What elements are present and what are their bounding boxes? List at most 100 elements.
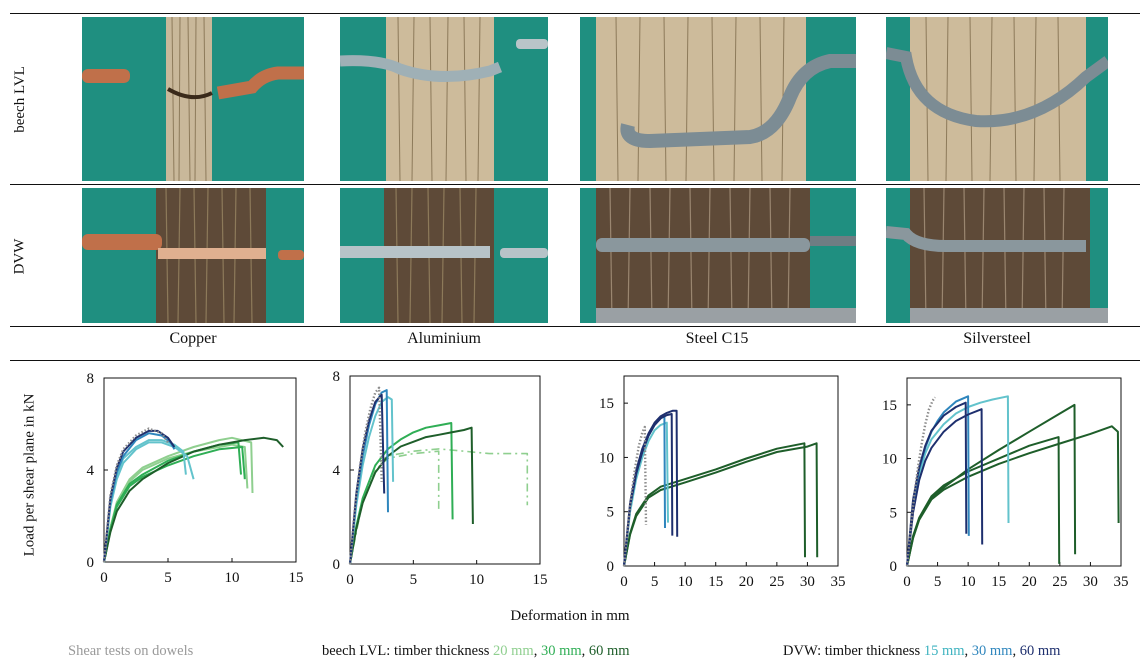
material-label-steel: Steel C15 bbox=[685, 330, 749, 347]
caption-sep: , bbox=[964, 643, 972, 659]
x-tick-label: 25 bbox=[1052, 574, 1067, 590]
material-label-aluminium: Aluminium bbox=[407, 330, 481, 347]
photo-silversteel-dvw bbox=[886, 188, 1108, 323]
x-tick-label: 0 bbox=[620, 574, 628, 590]
caption-dvw-prefix: DVW: timber thickness bbox=[783, 643, 924, 659]
x-tick-label: 35 bbox=[1114, 574, 1129, 590]
x-tick-label: 5 bbox=[164, 570, 172, 586]
y-tick-label: 0 bbox=[890, 559, 898, 575]
chart-steel: 0 5 10 15 20 25 30 35 0 5 10 15 bbox=[599, 375, 846, 590]
material-label-copper: Copper bbox=[169, 330, 217, 347]
x-tick-label: 10 bbox=[469, 572, 484, 588]
table-rule-row bbox=[10, 184, 1140, 185]
x-tick-label: 10 bbox=[225, 570, 240, 586]
x-tick-label: 10 bbox=[961, 574, 976, 590]
chart-frame bbox=[103, 377, 297, 563]
caption-sep: , bbox=[533, 643, 541, 659]
series-line-reference-dotted bbox=[348, 386, 383, 565]
chart-silversteel: 0 5 10 15 20 25 30 35 0 5 10 15 bbox=[882, 377, 1129, 590]
series-line-lvl-20mm bbox=[349, 450, 440, 565]
x-tick-label: 20 bbox=[739, 574, 754, 590]
silversteel-dowel-dvw-icon bbox=[886, 188, 1108, 323]
series-line-dvw-60mm bbox=[906, 401, 968, 567]
series-line-reference-dotted bbox=[905, 396, 937, 567]
x-tick-label: 10 bbox=[678, 574, 693, 590]
copper-dowel-lvl-icon bbox=[82, 17, 304, 181]
series-line-dvw-30mm bbox=[103, 432, 176, 563]
series-line-lvl-60mm bbox=[906, 425, 1120, 567]
y-tick-label: 15 bbox=[599, 396, 614, 412]
caption-dvw-30mm: 30 mm bbox=[971, 643, 1013, 659]
x-tick-label: 5 bbox=[934, 574, 942, 590]
copper-dowel-dvw-icon bbox=[82, 188, 304, 323]
material-label-silversteel: Silversteel bbox=[963, 330, 1031, 347]
x-tick-label: 0 bbox=[346, 572, 354, 588]
series-line-dvw-15mm bbox=[906, 395, 1010, 567]
table-rule-bottom bbox=[10, 360, 1140, 361]
caption-sep: , bbox=[1012, 643, 1020, 659]
y-tick-label: 5 bbox=[890, 505, 898, 521]
caption-shear-tests: Shear tests on dowels bbox=[68, 643, 194, 659]
caption-lvl-60mm: 60 mm bbox=[588, 643, 630, 659]
x-tick-label: 15 bbox=[533, 572, 548, 588]
photo-copper-dvw bbox=[82, 188, 304, 323]
caption-dvw-15mm: 15 mm bbox=[923, 643, 965, 659]
series-line-dvw-60mm bbox=[623, 413, 674, 567]
chart-copper: 0 5 10 15 0 4 8 bbox=[87, 371, 304, 586]
y-tick-label: 4 bbox=[333, 463, 341, 479]
caption-lvl-30mm: 30 mm bbox=[540, 643, 582, 659]
y-tick-label: 0 bbox=[333, 557, 341, 573]
y-tick-label: 5 bbox=[607, 505, 615, 521]
steel-dowel-lvl-icon bbox=[580, 17, 856, 181]
photo-steel-dvw bbox=[580, 188, 856, 323]
y-tick-label: 4 bbox=[87, 463, 95, 479]
x-tick-label: 0 bbox=[903, 574, 911, 590]
x-tick-label: 15 bbox=[289, 570, 304, 586]
x-tick-label: 25 bbox=[769, 574, 784, 590]
x-tick-label: 30 bbox=[800, 574, 815, 590]
y-tick-label: 15 bbox=[882, 398, 897, 414]
photo-aluminium-lvl bbox=[340, 17, 548, 181]
series-line-lvl-60mm bbox=[623, 442, 806, 567]
photo-copper-lvl bbox=[82, 17, 304, 181]
table-rule-top bbox=[10, 13, 1140, 14]
silversteel-dowel-lvl-icon bbox=[886, 17, 1108, 181]
caption-lvl-prefix: beech LVL: timber thickness bbox=[322, 643, 494, 659]
series-line-lvl-30mm bbox=[103, 446, 246, 563]
y-tick-label: 8 bbox=[333, 369, 341, 385]
caption-lvl-20mm: 20 mm bbox=[493, 643, 534, 659]
x-tick-label: 30 bbox=[1083, 574, 1098, 590]
caption-sep: , bbox=[581, 643, 589, 659]
x-tick-label: 0 bbox=[100, 570, 108, 586]
caption-dvw-thickness: DVW: timber thickness 15 mm, 30 mm, 60 m… bbox=[783, 643, 1060, 660]
aluminium-dowel-dvw-icon bbox=[340, 188, 548, 323]
x-tick-label: 15 bbox=[991, 574, 1006, 590]
table-rule-materials bbox=[10, 326, 1140, 327]
photo-steel-lvl bbox=[580, 17, 856, 181]
steel-dowel-dvw-icon bbox=[580, 188, 856, 323]
caption-dvw-60mm: 60 mm bbox=[1019, 643, 1061, 659]
x-tick-label: 5 bbox=[410, 572, 418, 588]
chart-frame bbox=[906, 377, 1122, 567]
series-line-dvw-60mm bbox=[906, 408, 984, 567]
series-line-dvw-15mm bbox=[349, 396, 395, 565]
series-line-dvw-15mm bbox=[103, 441, 195, 563]
chart-aluminium: 0 5 10 15 0 4 8 bbox=[333, 369, 548, 588]
y-tick-label: 8 bbox=[87, 371, 95, 387]
y-axis-label: Load per shear plane in kN bbox=[21, 393, 38, 557]
caption-lvl-thickness: beech LVL: timber thickness 20 mm, 30 mm… bbox=[322, 643, 630, 660]
series-line-lvl-60mm bbox=[103, 436, 284, 563]
x-tick-label: 15 bbox=[708, 574, 723, 590]
chart-frame bbox=[623, 375, 839, 567]
series-line-lvl-60mm bbox=[349, 426, 474, 565]
y-tick-label: 0 bbox=[87, 555, 95, 571]
series-line-dvw-60mm bbox=[103, 429, 176, 563]
x-tick-label: 5 bbox=[651, 574, 659, 590]
series-line-reference-dotted bbox=[622, 425, 648, 567]
aluminium-dowel-lvl-icon bbox=[340, 17, 548, 181]
y-tick-label: 10 bbox=[599, 450, 614, 466]
x-axis-label: Deformation in mm bbox=[510, 608, 630, 624]
photo-aluminium-dvw bbox=[340, 188, 548, 323]
y-tick-label: 0 bbox=[607, 559, 615, 575]
